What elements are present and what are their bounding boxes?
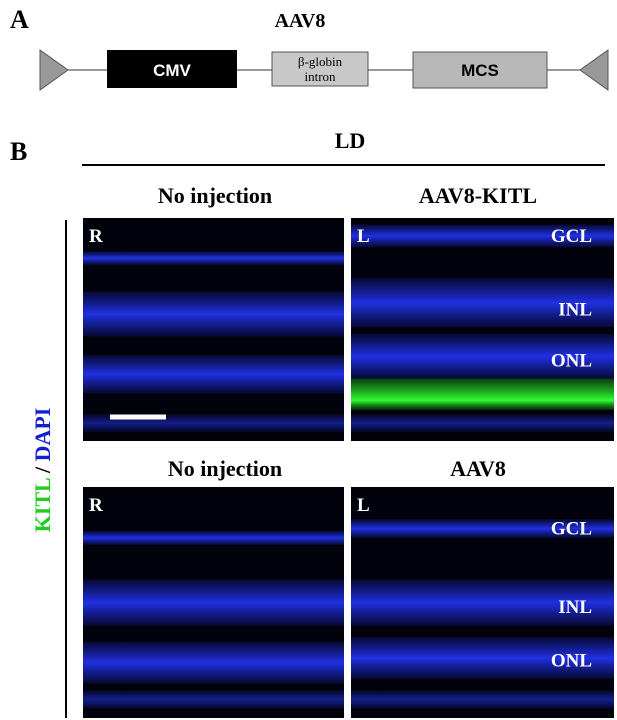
panels: No injection R AAV8-KITL L GCL INL ONL No injec… xyxy=(83,183,614,718)
eye-label: L xyxy=(357,495,370,516)
nuclear-layer xyxy=(351,519,614,538)
kitl-label: KITL xyxy=(30,478,55,532)
nuclear-layer xyxy=(351,637,614,679)
panel-header: No injection xyxy=(158,183,272,208)
layer-label: GCL xyxy=(551,226,592,247)
kitl-signal xyxy=(351,378,614,410)
nuclear-layer xyxy=(351,278,614,328)
cmv-label: CMV xyxy=(153,61,191,80)
nuclear-layer xyxy=(351,333,614,379)
panel-header: AAV8-KITL xyxy=(419,183,537,208)
mcs-box xyxy=(412,51,548,89)
itr-left xyxy=(39,49,69,91)
nuclear-layer xyxy=(83,355,344,394)
construct-title: AAV8 xyxy=(275,10,326,32)
bottom-layer xyxy=(83,690,344,709)
panel-label: B xyxy=(10,137,27,166)
layer-label: INL xyxy=(558,299,592,320)
eye-label: L xyxy=(357,226,370,247)
cmv-box xyxy=(107,50,237,88)
panel-label: A xyxy=(10,5,29,34)
intron-label: β-globin xyxy=(298,54,343,69)
bottom-layer xyxy=(351,690,614,709)
nuclear-layer xyxy=(83,530,344,545)
eye-label: R xyxy=(89,495,103,516)
side-label: KITL / DAPI xyxy=(30,408,55,533)
intron-label: intron xyxy=(304,69,336,84)
nuclear-layer xyxy=(83,251,344,265)
mcs-label: MCS xyxy=(461,61,499,80)
eye-label: R xyxy=(89,226,103,247)
nuclear-layer xyxy=(83,579,344,626)
nuclear-layer xyxy=(83,641,344,684)
dapi-label: DAPI xyxy=(30,408,55,462)
layer-label: INL xyxy=(558,597,592,618)
layer-label: GCL xyxy=(551,519,592,540)
layer-label: ONL xyxy=(551,650,592,671)
nuclear-layer xyxy=(351,579,614,626)
slash: / xyxy=(30,466,55,474)
nuclear-layer xyxy=(351,224,614,247)
intron-box xyxy=(271,51,369,87)
panel-header: No injection xyxy=(168,456,282,481)
condition: LD xyxy=(335,128,366,153)
bottom-layer xyxy=(351,414,614,433)
nuclear-layer xyxy=(83,291,344,337)
panel-header: AAV8 xyxy=(450,456,506,481)
layer-label: ONL xyxy=(551,351,592,372)
itr-right xyxy=(579,49,609,91)
